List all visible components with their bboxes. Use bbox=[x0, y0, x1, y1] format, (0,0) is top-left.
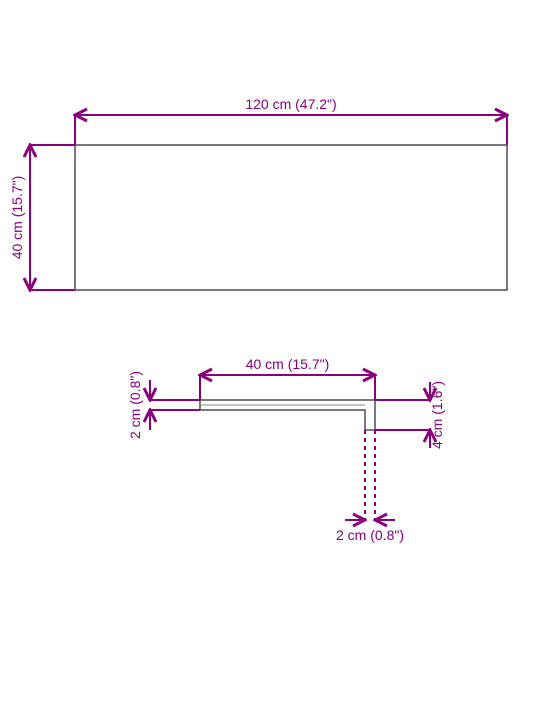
top-width-label: 120 cm (47.2") bbox=[245, 96, 336, 112]
profile-width-label: 40 cm (15.7") bbox=[246, 356, 330, 372]
technical-drawing: 120 cm (47.2") 40 cm (15.7") 40 cm (15.7")… bbox=[0, 0, 540, 720]
profile-lip-thickness-label: 2 cm (0.8") bbox=[336, 527, 404, 543]
top-height-label: 40 cm (15.7") bbox=[9, 176, 25, 260]
profile-total-height-label: 4 cm (1.6") bbox=[429, 381, 445, 449]
top-view-rect bbox=[75, 145, 507, 290]
profile-thickness-left-label: 2 cm (0.8") bbox=[127, 371, 143, 439]
